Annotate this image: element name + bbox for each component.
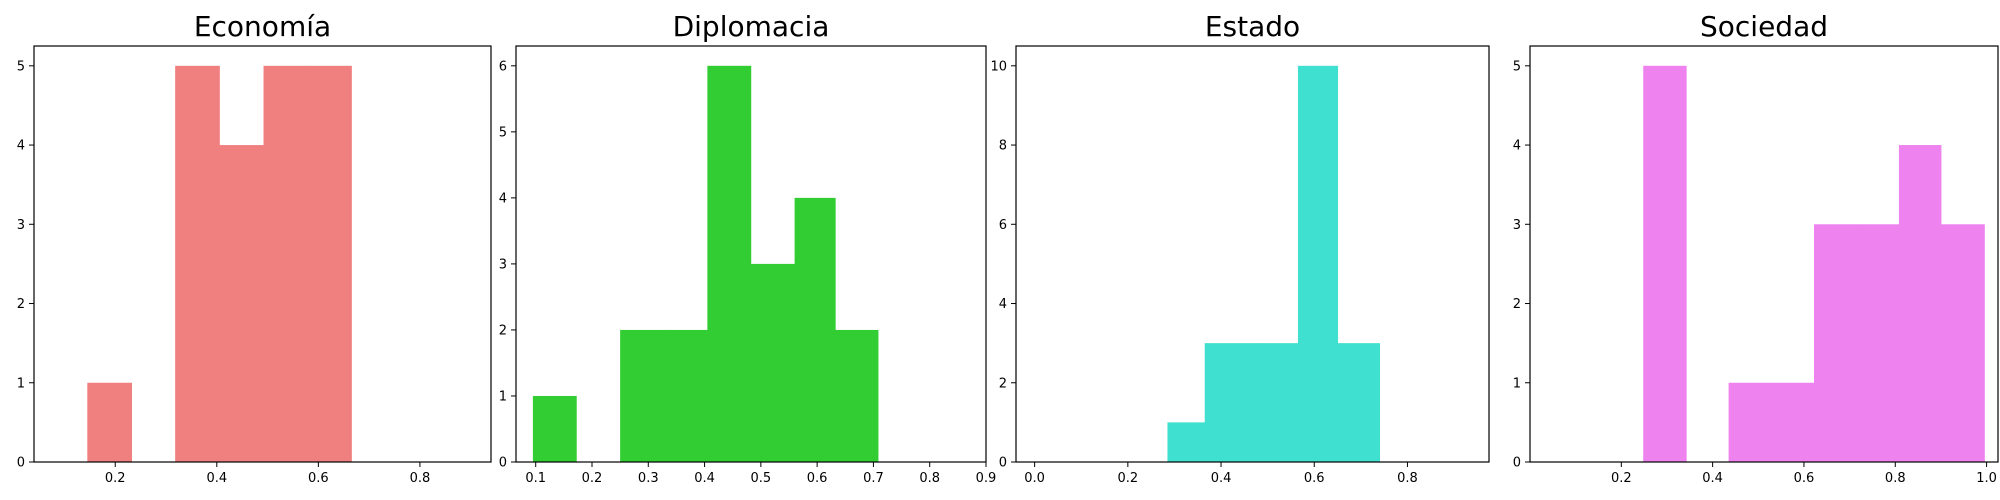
x-tick-label: 0.3 <box>638 471 659 486</box>
histogram-bar-7 <box>835 329 879 462</box>
y-tick-label: 0 <box>17 456 25 471</box>
x-tick-label: 0.2 <box>582 471 603 486</box>
y-tick-label: 4 <box>999 297 1007 312</box>
y-tick-label: 1 <box>499 389 507 404</box>
y-tick-label: 0 <box>1513 456 1521 471</box>
panel-economia: Economía 0.2 0.4 0.6 0.8 0 1 2 3 4 5 <box>17 10 492 486</box>
histogram-bar-0 <box>1167 422 1206 462</box>
x-tick-label: 0.4 <box>694 471 715 486</box>
histogram-bar-3 <box>1771 382 1815 462</box>
x-tick-label: 1.0 <box>1976 471 1997 486</box>
histogram-bar-2 <box>1728 382 1772 462</box>
y-tick-label: 1 <box>1513 376 1521 391</box>
histogram-bar-0 <box>87 382 132 462</box>
x-tick-label: 0.9 <box>976 471 997 486</box>
histogram-bar-5 <box>1856 224 1900 462</box>
y-tick-label: 0 <box>499 456 507 471</box>
x-tick-label: 0.4 <box>206 471 227 486</box>
histogram-bar-5 <box>750 263 796 462</box>
histogram-bar-4 <box>263 65 308 462</box>
histogram-bar-1 <box>1204 343 1257 462</box>
histogram-bar-3 <box>1297 65 1339 462</box>
histogram-bar-6 <box>1898 145 1942 463</box>
y-tick-label: 5 <box>1513 59 1521 74</box>
panel-title: Economía <box>194 10 331 43</box>
histogram-bar-3 <box>664 329 708 462</box>
plot-frame <box>33 45 492 463</box>
x-tick-label: 0.4 <box>1211 471 1232 486</box>
histogram-bar-5 <box>307 65 352 462</box>
y-tick-label: 5 <box>17 59 25 74</box>
y-tick-label: 6 <box>499 59 507 74</box>
axis-ticks: 0.1 0.2 0.3 0.4 0.5 0.6 0.7 0.8 0.9 0 1 2 3 4 5 6 <box>499 59 997 486</box>
histogram-bar-2 <box>175 65 220 462</box>
y-tick-label: 5 <box>499 125 507 140</box>
plot-frame <box>515 45 987 463</box>
panel-diplomacia: Diplomacia 0.1 0.2 0.3 0.4 0.5 0.6 0.7 0.8 0.9 0 1… <box>499 10 997 486</box>
x-tick-label: 0.4 <box>1702 471 1723 486</box>
y-tick-label: 0 <box>999 456 1007 471</box>
histogram-bar-7 <box>1940 224 1985 462</box>
x-tick-label: 0.5 <box>751 471 772 486</box>
y-tick-label: 4 <box>1513 139 1521 154</box>
bars <box>1167 65 1380 462</box>
x-tick-label: 0.8 <box>410 471 431 486</box>
x-tick-label: 0.2 <box>105 471 126 486</box>
axis-ticks: 0.2 0.4 0.6 0.8 0 1 2 3 4 5 <box>17 59 431 486</box>
axis-ticks: 0.2 0.4 0.6 0.8 1.0 0 1 2 3 4 5 <box>1513 59 1997 486</box>
x-tick-label: 0.2 <box>1117 471 1138 486</box>
x-tick-label: 0.8 <box>1885 471 1906 486</box>
plot-frame <box>1529 45 1999 463</box>
y-tick-label: 4 <box>17 139 25 154</box>
histogram-bar-0 <box>1643 65 1687 462</box>
y-tick-label: 2 <box>17 297 25 312</box>
y-tick-label: 4 <box>499 191 507 206</box>
axis-ticks: 0.0 0.2 0.4 0.6 0.8 0 2 4 6 8 10 <box>990 59 1417 486</box>
panel-title: Diplomacia <box>673 10 830 43</box>
y-tick-label: 2 <box>999 376 1007 391</box>
plot-frame <box>1015 45 1490 463</box>
histogram-bar-4 <box>707 65 752 462</box>
x-tick-label: 0.1 <box>525 471 546 486</box>
bars <box>532 65 879 462</box>
x-tick-label: 0.6 <box>1794 471 1815 486</box>
bars <box>87 65 352 463</box>
bars <box>1643 65 1985 463</box>
y-tick-label: 3 <box>499 257 507 272</box>
x-tick-label: 0.7 <box>863 471 884 486</box>
x-tick-label: 0.2 <box>1611 471 1632 486</box>
x-tick-label: 0.8 <box>919 471 940 486</box>
histogram-bar-0 <box>532 395 577 462</box>
y-tick-label: 3 <box>1513 218 1521 233</box>
x-tick-label: 0.6 <box>308 471 329 486</box>
panel-estado: Estado 0.0 0.2 0.4 0.6 0.8 0 2 4 6 8 10 <box>990 10 1490 486</box>
y-tick-label: 8 <box>999 139 1007 154</box>
histogram-bar-6 <box>794 197 836 462</box>
x-tick-label: 0.6 <box>807 471 828 486</box>
histogram-bar-4 <box>1337 343 1380 462</box>
y-tick-label: 1 <box>17 376 25 391</box>
histogram-bar-3 <box>219 145 265 463</box>
histogram-bar-4 <box>1814 224 1857 462</box>
histogram-bar-2 <box>1256 343 1299 462</box>
panel-sociedad: Sociedad 0.2 0.4 0.6 0.8 1.0 0 1 2 3 4 5 <box>1513 10 1999 486</box>
y-tick-label: 6 <box>999 218 1007 233</box>
x-tick-label: 0.6 <box>1304 471 1325 486</box>
y-tick-label: 3 <box>17 218 25 233</box>
x-tick-label: 0.8 <box>1397 471 1418 486</box>
y-tick-label: 2 <box>1513 297 1521 312</box>
histogram-bar-2 <box>620 329 665 462</box>
y-tick-label: 10 <box>990 59 1007 74</box>
x-tick-label: 0.0 <box>1024 471 1045 486</box>
panel-title: Sociedad <box>1700 10 1828 43</box>
y-tick-label: 2 <box>499 323 507 338</box>
panel-title: Estado <box>1205 10 1300 43</box>
